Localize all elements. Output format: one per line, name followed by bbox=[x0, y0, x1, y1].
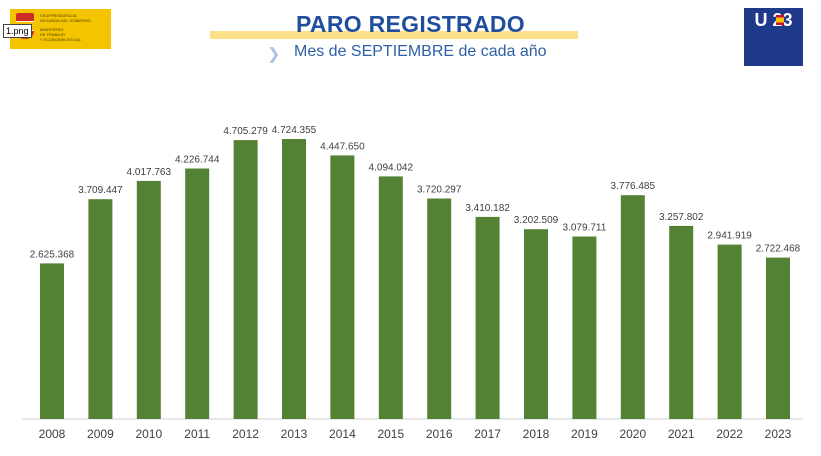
data-label-2018: 3.202.509 bbox=[514, 215, 559, 226]
logo-line-1: VICEPRESIDENCIA bbox=[40, 13, 77, 18]
data-label-2009: 3.709.447 bbox=[78, 185, 123, 196]
x-tick-label-2023: 2023 bbox=[765, 427, 792, 441]
x-tick-labels-group: 2008 2009 2010 2011 2012 2013 2014 2015 2016 2017… bbox=[39, 427, 792, 441]
data-label-2016: 3.720.297 bbox=[417, 185, 462, 196]
data-label-2020: 3.776.485 bbox=[611, 181, 656, 192]
data-label-2013: 4.724.355 bbox=[272, 125, 317, 136]
data-label-2012: 4.705.279 bbox=[223, 126, 268, 137]
x-tick-label-2010: 2010 bbox=[135, 427, 162, 441]
bar-2019 bbox=[572, 236, 597, 419]
bar-2021 bbox=[669, 225, 694, 419]
logo-line-3: MINISTERIO bbox=[40, 27, 64, 32]
x-tick-label-2013: 2013 bbox=[281, 427, 308, 441]
data-label-2019: 3.079.711 bbox=[563, 223, 607, 234]
bar-2022 bbox=[717, 244, 742, 419]
x-tick-label-2019: 2019 bbox=[571, 427, 598, 441]
data-label-2011: 4.226.744 bbox=[175, 155, 220, 166]
data-label-2010: 4.017.763 bbox=[127, 167, 172, 178]
chevron-right-icon: ❯ bbox=[267, 46, 281, 63]
x-tick-label-2018: 2018 bbox=[523, 427, 550, 441]
x-tick-label-2020: 2020 bbox=[619, 427, 646, 441]
data-label-2008: 2.625.368 bbox=[30, 249, 75, 260]
bar-2017 bbox=[475, 216, 500, 419]
x-tick-label-2021: 2021 bbox=[668, 427, 695, 441]
x-tick-label-2009: 2009 bbox=[87, 427, 114, 441]
x-tick-label-2022: 2022 bbox=[716, 427, 743, 441]
data-label-2017: 3.410.182 bbox=[465, 203, 510, 214]
bar-2013 bbox=[282, 139, 306, 419]
data-label-2021: 3.257.802 bbox=[659, 212, 704, 223]
chart-subtitle: Mes de SEPTIEMBRE de cada año bbox=[294, 43, 547, 60]
x-tick-label-2017: 2017 bbox=[474, 427, 501, 441]
data-label-2023: 2.722.468 bbox=[756, 244, 801, 255]
bar-2010 bbox=[136, 180, 161, 419]
x-tick-label-2016: 2016 bbox=[426, 427, 453, 441]
spain-flag-icon bbox=[776, 15, 784, 25]
bar-2008 bbox=[40, 263, 64, 419]
logo-line-5: Y ECONOMÍA SOCIAL bbox=[40, 37, 82, 42]
bar-2012 bbox=[233, 140, 258, 419]
title-underline-bar bbox=[210, 31, 578, 39]
x-tick-label-2015: 2015 bbox=[377, 427, 404, 441]
x-tick-label-2008: 2008 bbox=[39, 427, 66, 441]
logo-line-2: SEGUNDA DEL GOBIERNO bbox=[40, 18, 91, 23]
logo-line-4: DE TRABAJO bbox=[40, 32, 66, 37]
bar-2020 bbox=[620, 195, 645, 419]
data-label-2014: 4.447.650 bbox=[320, 141, 365, 152]
chart-title: PARO REGISTRADO bbox=[296, 11, 525, 37]
bar-2015 bbox=[378, 176, 403, 419]
bar-2014 bbox=[330, 155, 355, 419]
bar-2011 bbox=[185, 168, 210, 419]
x-tick-label-2014: 2014 bbox=[329, 427, 356, 441]
file-name-tag: 1.png bbox=[3, 24, 32, 38]
x-tick-label-2012: 2012 bbox=[232, 427, 259, 441]
data-label-2022: 2.941.919 bbox=[707, 231, 752, 242]
bar-2009 bbox=[88, 199, 113, 419]
bars-group bbox=[40, 139, 790, 419]
x-tick-label-2011: 2011 bbox=[184, 427, 210, 441]
bar-2016 bbox=[427, 198, 452, 419]
bar-2018 bbox=[524, 229, 548, 419]
data-label-2015: 4.094.042 bbox=[369, 162, 414, 173]
bar-2023 bbox=[766, 257, 790, 419]
presidency-logo: U 23 bbox=[744, 8, 803, 66]
